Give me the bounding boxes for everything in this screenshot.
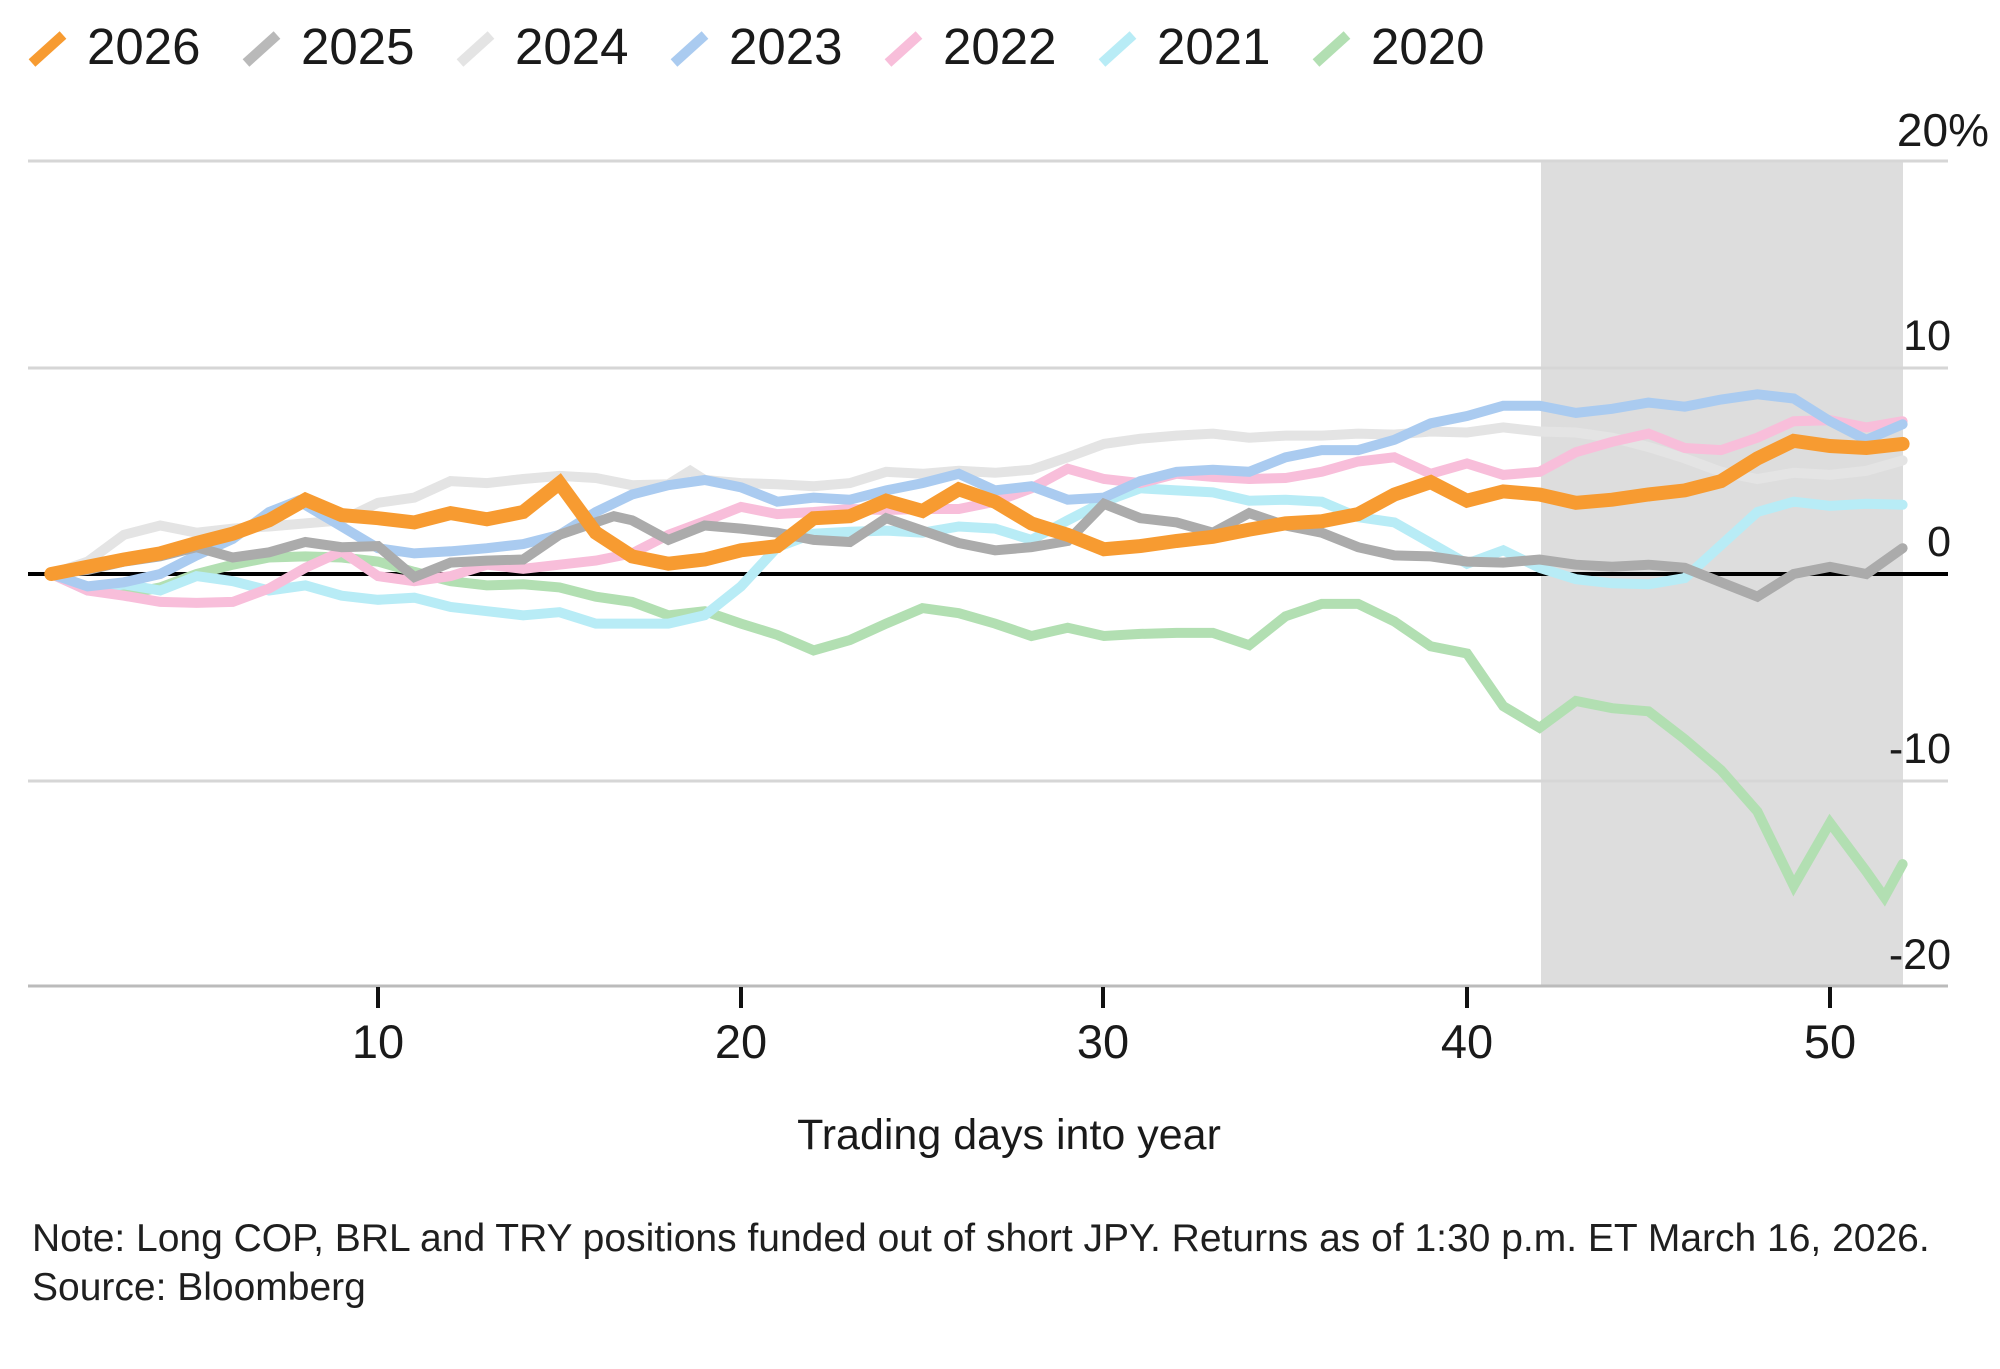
svg-text:2025: 2025 bbox=[301, 18, 414, 75]
svg-text:Trading days into year: Trading days into year bbox=[797, 1111, 1221, 1159]
svg-text:Source: Bloomberg: Source: Bloomberg bbox=[32, 1266, 366, 1309]
svg-text:30: 30 bbox=[1077, 1015, 1129, 1068]
svg-text:Note: Long COP, BRL and TRY po: Note: Long COP, BRL and TRY positions fu… bbox=[32, 1217, 1930, 1260]
svg-text:0: 0 bbox=[1927, 518, 1951, 566]
svg-text:10: 10 bbox=[352, 1015, 404, 1068]
svg-text:50: 50 bbox=[1804, 1015, 1856, 1068]
svg-text:2026: 2026 bbox=[87, 18, 200, 75]
svg-text:2024: 2024 bbox=[515, 18, 628, 75]
svg-text:-20: -20 bbox=[1889, 931, 1951, 979]
svg-text:20%: 20% bbox=[1897, 104, 1989, 156]
svg-text:20: 20 bbox=[715, 1015, 767, 1068]
svg-text:2021: 2021 bbox=[1157, 18, 1270, 75]
svg-text:40: 40 bbox=[1441, 1015, 1493, 1068]
svg-text:2023: 2023 bbox=[729, 18, 842, 75]
svg-text:-10: -10 bbox=[1889, 725, 1951, 773]
svg-text:10: 10 bbox=[1903, 312, 1951, 360]
svg-text:2022: 2022 bbox=[943, 18, 1056, 75]
svg-text:2020: 2020 bbox=[1371, 18, 1484, 75]
